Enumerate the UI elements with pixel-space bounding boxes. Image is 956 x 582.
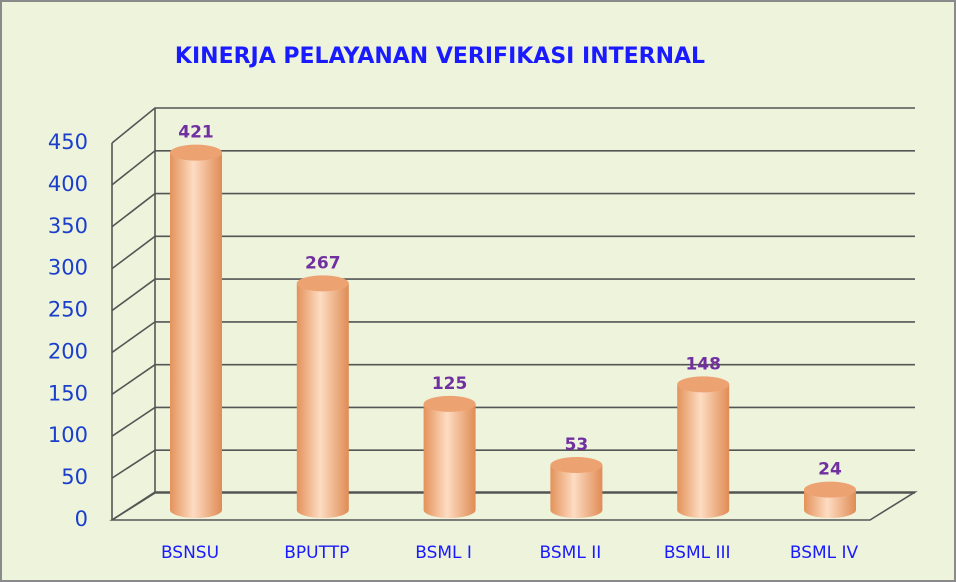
- bar: [170, 152, 222, 518]
- bar-top: [423, 395, 476, 412]
- y-tick-label: 100: [48, 423, 88, 447]
- chart-title: KINERJA PELAYANAN VERIFIKASI INTERNAL: [175, 44, 705, 69]
- data-label: 24: [818, 460, 842, 480]
- x-tick-label: BSML III: [664, 543, 731, 563]
- bar: [677, 384, 730, 518]
- data-label: 421: [178, 123, 214, 143]
- y-tick-label: 400: [48, 172, 88, 196]
- bar: [550, 465, 603, 518]
- data-label: 125: [432, 374, 468, 394]
- data-label: 53: [565, 435, 589, 455]
- y-tick-label: 350: [48, 214, 88, 238]
- floor: [109, 491, 918, 521]
- bar-top: [296, 275, 349, 292]
- bar-top: [804, 481, 856, 498]
- bar-top: [677, 376, 730, 393]
- bar: [804, 489, 856, 518]
- y-tick-label: 450: [48, 130, 88, 154]
- data-label: 267: [305, 253, 341, 273]
- x-tick-label: BPUTTP: [284, 543, 349, 563]
- y-tick-label: 50: [61, 465, 88, 489]
- data-label: 148: [685, 354, 721, 374]
- x-tick-label: BSNSU: [161, 543, 219, 563]
- bar-top: [550, 457, 603, 474]
- bar: [296, 283, 349, 518]
- x-tick-label: BSML IV: [790, 543, 859, 563]
- bar-top: [170, 144, 222, 161]
- x-tick-label: BSML II: [540, 543, 602, 563]
- x-tick-label: BSML I: [415, 543, 472, 563]
- y-tick-label: 250: [48, 298, 88, 322]
- y-tick-label: 0: [75, 507, 88, 531]
- y-tick-label: 300: [48, 256, 88, 280]
- y-tick-label: 200: [48, 339, 88, 363]
- bar: [423, 403, 476, 518]
- y-tick-label: 150: [48, 381, 88, 405]
